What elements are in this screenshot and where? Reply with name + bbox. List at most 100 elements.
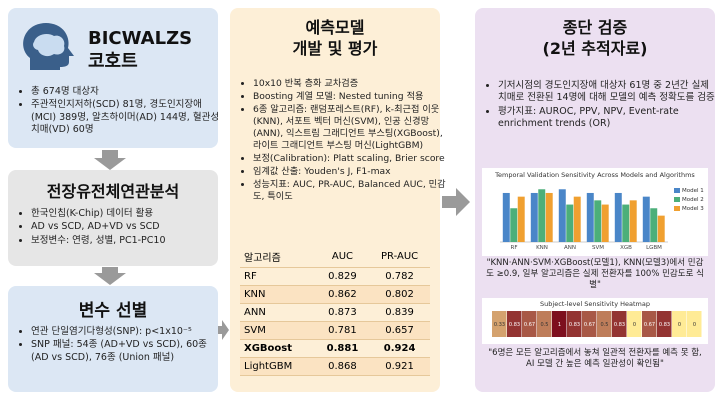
x-tick-label: XGB [620, 245, 632, 251]
heatmap-cell [597, 311, 612, 337]
heatmap-cell [627, 311, 642, 337]
bar [502, 192, 510, 242]
bar [629, 200, 637, 242]
table-cell: 0.862 [315, 285, 370, 304]
bar [510, 208, 518, 242]
table-cell: RF [240, 267, 316, 286]
bullet: 총 674명 대상자 [31, 86, 225, 98]
legend-label: Model 1 [682, 188, 704, 194]
bar [622, 204, 630, 242]
gwas-bullets: 한국인칩(K-Chip) 데이터 활용AD vs SCD, AD+VD vs S… [18, 208, 225, 248]
x-tick-label: ANN [564, 245, 576, 251]
title-line: 개발 및 평가 [292, 38, 378, 58]
heatmap-cell [567, 311, 582, 337]
table-cell: 0.782 [369, 267, 430, 286]
table-row: SVM 0.781 0.657 [240, 321, 430, 340]
bullet: 성능지표: AUC, PR-AUC, Balanced AUC, 민감도, 특이… [253, 179, 447, 203]
cell-label: 0.67 [644, 322, 655, 328]
cell-label: 0.5 [601, 322, 609, 328]
bar [558, 189, 566, 242]
heatmap-cell [492, 311, 507, 337]
cell-label: 0 [678, 322, 681, 328]
cell-label: 0 [633, 322, 636, 328]
cohort-bullets: 총 674명 대상자주관적인지저하(SCD) 81명, 경도인지장애(MCI) … [18, 86, 225, 137]
arrow-right [442, 188, 470, 216]
bullet: 보정(Calibration): Platt scaling, Brier sc… [253, 153, 447, 165]
bar [573, 196, 581, 242]
cohort-title: BICWALZS 코호트 [88, 28, 193, 72]
validation-box: 종단 검증 (2년 추적자료) 기저시점의 경도인지장애 대상자 61명 중 2… [475, 8, 715, 392]
cell-label: 1 [558, 322, 561, 328]
table-cell: XGBoost [240, 339, 316, 358]
table-row: LightGBM 0.868 0.921 [240, 357, 430, 376]
cell-label: 0.67 [524, 322, 535, 328]
header-cell: PR-AUC [369, 246, 430, 268]
table-row: XGBoost 0.881 0.924 [240, 339, 430, 358]
x-tick-label: RF [511, 245, 518, 251]
bar [538, 189, 546, 242]
bar [517, 196, 525, 242]
heatmap-cell [522, 311, 537, 337]
x-tick-label: SVM [592, 245, 604, 251]
bullet: 평가지표: AUROC, PPV, NPV, Event-rate enrich… [498, 106, 720, 131]
legend-swatch [674, 188, 680, 193]
arrow-down [94, 150, 126, 170]
title-line: 예측모델 [305, 18, 365, 37]
cohort-box: BICWALZS 코호트 총 674명 대상자주관적인지저하(SCD) 81명,… [8, 8, 219, 148]
table-cell: KNN [240, 285, 316, 304]
cell-label: 0.33 [494, 322, 505, 328]
heatmap-cell [537, 311, 552, 337]
heatmap-cell [552, 311, 567, 337]
table-cell: ANN [240, 303, 316, 322]
gwas-title: 전장유전체연관분석 [46, 182, 180, 201]
heatmap-title: Subject-level Sensitivity Heatmap [540, 300, 650, 308]
heatmap-cell [642, 311, 657, 337]
bar [614, 192, 622, 242]
gwas-box: 전장유전체연관분석 한국인칩(K-Chip) 데이터 활용AD vs SCD, … [8, 170, 218, 266]
table-row: KNN 0.862 0.802 [240, 285, 430, 304]
bullet: 10x10 반복 층화 교차검증 [253, 78, 447, 90]
legend-swatch [674, 197, 680, 202]
validation-bullets: 기저시점의 경도인지장애 대상자 61명 중 2년간 실제 치매로 전환된 14… [485, 80, 720, 131]
table-cell: 0.873 [315, 303, 370, 322]
bullet: 6종 알고리즘: 랜덤포레스트(RF), k-최근접 이웃(KNN), 서포트 … [253, 104, 447, 152]
bullet: 한국인칩(K-Chip) 데이터 활용 [31, 208, 225, 220]
heatmap-cell [657, 311, 672, 337]
brain-icon [23, 23, 74, 70]
bar [545, 192, 553, 242]
bullet: 연관 단일염기다형성(SNP): p<1x10⁻⁵ [31, 326, 225, 338]
cell-label: 0.67 [584, 322, 595, 328]
header-cell: AUC [315, 246, 370, 268]
table-row: RF 0.829 0.782 [240, 267, 430, 286]
bullet: SNP 패널: 54종 (AD+VD vs SCD), 60종 (AD vs S… [31, 339, 225, 364]
quote: "6명은 모든 알고리즘에서 놓쳐 일관적 전환자를 예측 못 함, AI 모델… [488, 348, 702, 370]
table-cell: 0.924 [369, 339, 430, 358]
header-row: 알고리즘 AUC PR-AUC [240, 246, 430, 268]
legend-label: Model 3 [682, 206, 704, 212]
heatmap-cell [687, 311, 702, 337]
bar [566, 204, 574, 242]
heatmap-cell [672, 311, 687, 337]
arrow-down [94, 267, 126, 285]
sensitivity-chart: Temporal Validation Sensitivity Across M… [482, 168, 708, 256]
cell-label: 0.5 [541, 322, 549, 328]
selection-box: 변수 선별 연관 단일염기다형성(SNP): p<1x10⁻⁵SNP 패널: 5… [8, 286, 218, 392]
table-cell: 0.781 [315, 321, 370, 340]
bar [657, 215, 665, 242]
model-title: 예측모델 개발 및 평가 [230, 18, 440, 60]
chart-title: Temporal Validation Sensitivity Across M… [494, 171, 695, 179]
table-cell: LightGBM [240, 357, 316, 376]
table-cell: 0.921 [369, 357, 430, 376]
cell-label: 0.83 [614, 322, 625, 328]
bullet: 임계값 산출: Youden's J, F1-max [253, 166, 447, 178]
sensitivity-heatmap: Subject-level Sensitivity Heatmap 0.33 0.8… [482, 298, 708, 344]
bar [586, 192, 594, 242]
table-cell: 0.829 [315, 267, 370, 286]
heatmap-cell [582, 311, 597, 337]
bar [650, 208, 658, 242]
title-line: (2년 추적자료) [542, 38, 648, 58]
bar [642, 196, 650, 242]
quote: "KNN·ANN·SVM·XGBoost(모델1), KNN(모델3)에서 민감… [486, 258, 704, 291]
